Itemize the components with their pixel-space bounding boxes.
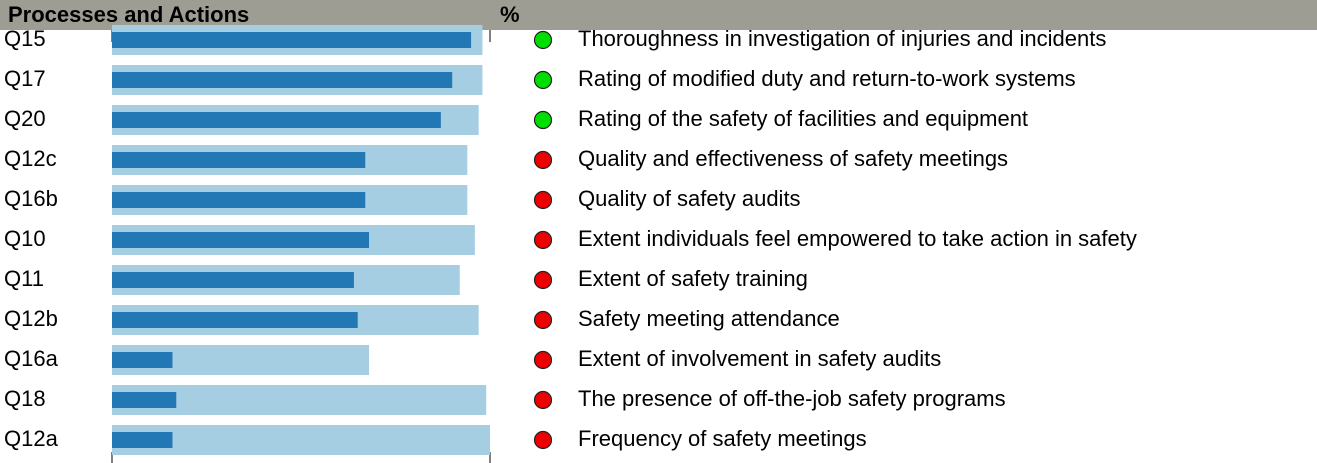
bar — [112, 272, 354, 288]
status-dot — [533, 30, 553, 50]
category-label: Q17 — [4, 66, 46, 91]
status-dot — [533, 150, 553, 170]
description: Rating of modified duty and return-to-wo… — [578, 66, 1076, 91]
bar — [112, 392, 177, 408]
status-dot — [533, 270, 553, 290]
description: Quality of safety audits — [578, 186, 801, 211]
bar — [112, 432, 173, 448]
description: Thoroughness in investigation of injurie… — [578, 26, 1106, 51]
description: The presence of off-the-job safety progr… — [578, 386, 1006, 411]
category-label: Q16b — [4, 186, 58, 211]
description: Safety meeting attendance — [578, 306, 840, 331]
bar — [112, 312, 358, 328]
description: Rating of the safety of facilities and e… — [578, 106, 1028, 131]
category-label: Q20 — [4, 106, 46, 131]
status-dot — [533, 310, 553, 330]
bar — [112, 425, 490, 455]
category-label: Q15 — [4, 26, 46, 51]
category-label: Q11 — [4, 266, 44, 291]
status-dot — [533, 70, 553, 90]
chart-title: Processes and Actions — [8, 2, 249, 27]
category-label: Q10 — [4, 226, 46, 251]
status-dot — [533, 190, 553, 210]
value-header: % — [500, 2, 520, 27]
description: Quality and effectiveness of safety meet… — [578, 146, 1008, 171]
category-label: Q16a — [4, 346, 59, 371]
bar — [112, 352, 173, 368]
bar — [112, 112, 441, 128]
category-label: Q18 — [4, 386, 46, 411]
bar — [112, 232, 370, 248]
bar — [112, 152, 366, 168]
category-label: Q12b — [4, 306, 58, 331]
description: Extent of involvement in safety audits — [578, 346, 941, 371]
description: Frequency of safety meetings — [578, 426, 867, 451]
category-label: Q12c — [4, 146, 57, 171]
bar — [112, 32, 472, 48]
status-dot — [533, 430, 553, 450]
status-dot — [533, 230, 553, 250]
category-label: Q12a — [4, 426, 59, 451]
status-dot — [533, 350, 553, 370]
status-dot — [533, 390, 553, 410]
status-dot — [533, 110, 553, 130]
description: Extent individuals feel empowered to tak… — [578, 226, 1137, 251]
bar — [112, 192, 366, 208]
bar — [112, 72, 453, 88]
description: Extent of safety training — [578, 266, 808, 291]
